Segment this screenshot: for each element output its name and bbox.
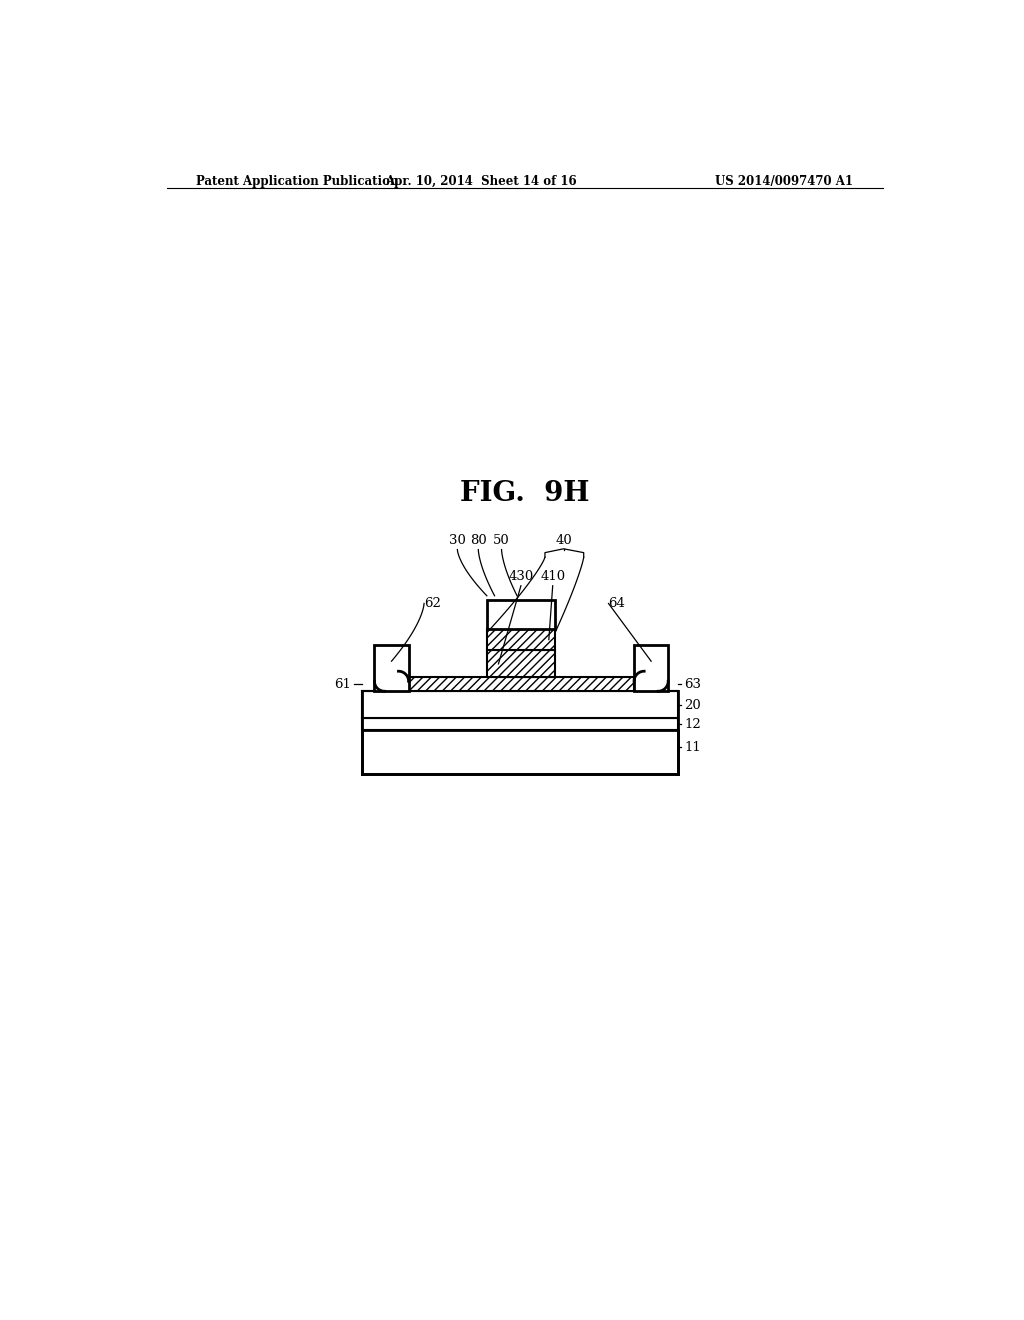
Text: Apr. 10, 2014  Sheet 14 of 16: Apr. 10, 2014 Sheet 14 of 16 [385,176,577,189]
Bar [486,599,555,628]
Text: 410: 410 [540,570,565,583]
Bar [486,628,555,651]
Text: 40: 40 [555,535,572,548]
Text: 20: 20 [684,698,701,711]
Text: 64: 64 [608,597,626,610]
Text: 430: 430 [508,570,534,583]
Text: 63: 63 [684,677,701,690]
Text: 30: 30 [449,535,466,548]
Text: US 2014/0097470 A1: US 2014/0097470 A1 [716,176,853,189]
Text: 80: 80 [470,535,486,548]
Bar [375,645,409,692]
Text: FIG.  9H: FIG. 9H [460,480,590,507]
Bar [362,718,678,730]
Text: Patent Application Publication: Patent Application Publication [197,176,398,189]
Text: 62: 62 [424,597,441,610]
Bar [362,730,678,775]
Bar [409,677,634,692]
Bar [634,645,669,692]
Text: 12: 12 [684,718,701,731]
Text: 11: 11 [684,741,701,754]
Bar [362,692,678,718]
Bar [486,651,555,677]
Text: 50: 50 [494,535,510,548]
Text: 61: 61 [334,677,351,690]
